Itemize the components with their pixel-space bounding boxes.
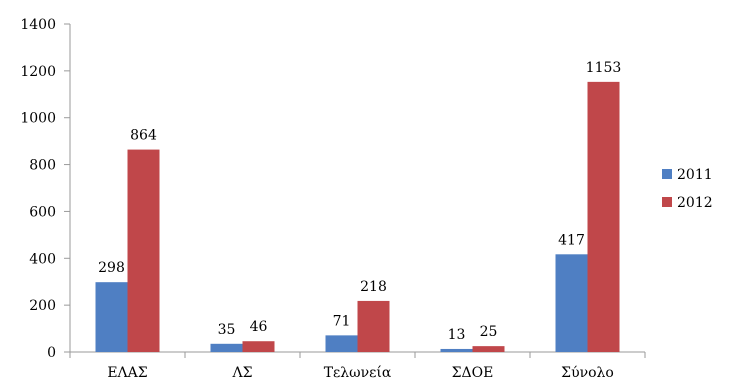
y-tick-label: 800: [29, 158, 56, 174]
data-label: 864: [130, 128, 157, 144]
data-label: 13: [448, 327, 466, 343]
bar-2011-0: [95, 282, 128, 352]
x-tick-label: ΣΔΟΕ: [452, 365, 494, 381]
bar-2012-4: [587, 81, 620, 353]
legend-label: 2011: [677, 167, 713, 183]
data-label: 218: [360, 279, 387, 295]
x-axis: ΕΛΑΣ ΛΣ Τελωνεία ΣΔΟΕ Σύνολο: [69, 351, 646, 381]
y-axis: 0 200 400 600 800 1000 1200 1400: [20, 17, 71, 361]
bar-2011-1: [210, 343, 243, 352]
data-label: 71: [333, 313, 351, 329]
legend-swatch-2011: [662, 169, 672, 179]
data-label: 417: [558, 232, 585, 248]
legend-label: 2012: [677, 195, 713, 211]
x-tick-label: Σύνολο: [561, 365, 614, 381]
y-tick-label: 1200: [20, 64, 56, 80]
data-label: 298: [98, 260, 125, 276]
bar-2011-2: [325, 335, 358, 352]
bars: [95, 81, 620, 353]
bar-2011-4: [555, 254, 588, 352]
y-tick-label: 400: [29, 251, 56, 267]
data-labels: 298 35 71 13 417 864 46 218 25 1153: [98, 60, 621, 343]
data-label: 1153: [586, 60, 622, 76]
legend: 2011 2012: [662, 167, 713, 211]
bar-2012-2: [357, 300, 390, 352]
x-tick-label: ΛΣ: [231, 365, 252, 381]
data-label: 35: [218, 322, 236, 338]
y-tick-label: 1000: [20, 111, 56, 127]
y-tick-label: 600: [29, 204, 56, 220]
y-tick-label: 200: [29, 298, 56, 314]
bar-2012-1: [242, 341, 275, 352]
bar-2012-0: [127, 149, 160, 352]
data-label: 46: [250, 319, 268, 335]
x-tick-label: Τελωνεία: [324, 364, 392, 381]
y-tick-label: 0: [47, 345, 56, 361]
bar-2011-3: [440, 348, 473, 352]
bar-2012-3: [472, 346, 505, 352]
data-label: 25: [480, 324, 498, 340]
legend-swatch-2012: [662, 197, 672, 207]
x-tick-label: ΕΛΑΣ: [107, 365, 147, 381]
y-tick-label: 1400: [20, 17, 56, 33]
